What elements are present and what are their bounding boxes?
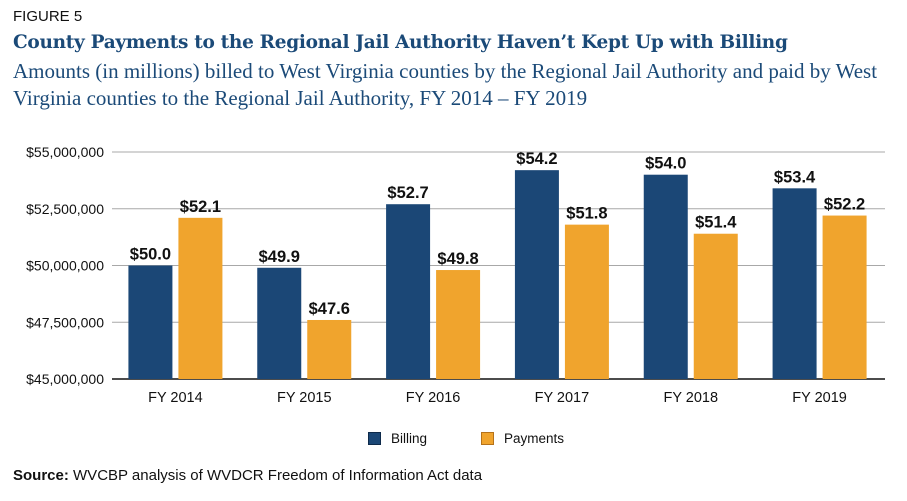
bar-billing [128,265,173,379]
data-label-payments: $52.2 [824,196,865,214]
y-tick-label: $52,500,000 [26,201,104,217]
bar-billing [257,267,302,379]
data-label-payments: $47.6 [309,300,350,318]
source-note: Source: WVCBP analysis of WVDCR Freedom … [13,467,482,484]
bar-billing [643,174,688,379]
y-axis-ticks: $45,000,000 $47,500,000 $50,000,000 $52,500… [26,144,104,387]
y-tick-label: $55,000,000 [26,144,104,160]
source-label: Source: [13,467,69,484]
y-tick-label: $50,000,000 [26,258,104,274]
chart-subtitle: Amounts (in millions) billed to West Vir… [13,59,878,110]
data-label-billing: $54.2 [516,150,557,168]
legend-item-payments: Payments [481,431,564,446]
x-tick-label: FY 2015 [277,390,332,406]
legend: Billing Payments [368,431,618,446]
bar-payments [178,217,223,379]
y-tick-label: $45,000,000 [26,371,104,387]
bar-payments [822,215,867,379]
source-text: WVCBP analysis of WVDCR Freedom of Infor… [68,467,483,484]
data-label-payments: $51.8 [566,205,607,223]
chart-title: County Payments to the Regional Jail Aut… [13,32,788,53]
x-tick-label: FY 2016 [406,390,461,406]
x-tick-label: FY 2018 [663,390,718,406]
data-label-payments: $52.1 [180,198,221,216]
bar-billing [772,188,817,379]
bar-billing [386,204,431,379]
data-label-billing: $52.7 [387,184,428,202]
x-axis-ticks: FY 2014 FY 2015 FY 2016 FY 2017 FY 2018 FY 20… [148,390,847,406]
legend-swatch-billing [368,432,381,445]
x-tick-label: FY 2019 [792,390,847,406]
data-label-billing: $50.0 [130,246,171,264]
bar-payments [436,270,481,379]
data-label-payments: $51.4 [695,214,737,232]
x-tick-label: FY 2017 [535,390,590,406]
data-label-billing: $53.4 [774,168,816,186]
data-label-billing: $54.0 [645,155,686,173]
data-label-billing: $49.9 [259,248,300,266]
gridlines [112,151,885,380]
data-label-payments: $49.8 [437,250,478,268]
y-tick-label: $47,500,000 [26,314,104,330]
legend-label-payments: Payments [504,431,565,446]
bars [128,170,867,379]
bar-billing [514,170,559,379]
legend-item-billing: Billing [368,431,427,446]
data-labels: $50.0 $52.1 $49.9 $47.6 $52.7 $49.8 $54.2 $51.8… [130,150,865,318]
figure-label: FIGURE 5 [13,8,83,25]
x-tick-label: FY 2014 [148,390,203,406]
legend-swatch-payments [481,432,495,445]
bar-payments [564,224,609,379]
bar-chart: $45,000,000 $47,500,000 $50,000,000 $52,500… [26,144,885,406]
legend-label-billing: Billing [391,431,428,446]
bar-payments [693,233,738,379]
bar-payments [307,319,352,379]
